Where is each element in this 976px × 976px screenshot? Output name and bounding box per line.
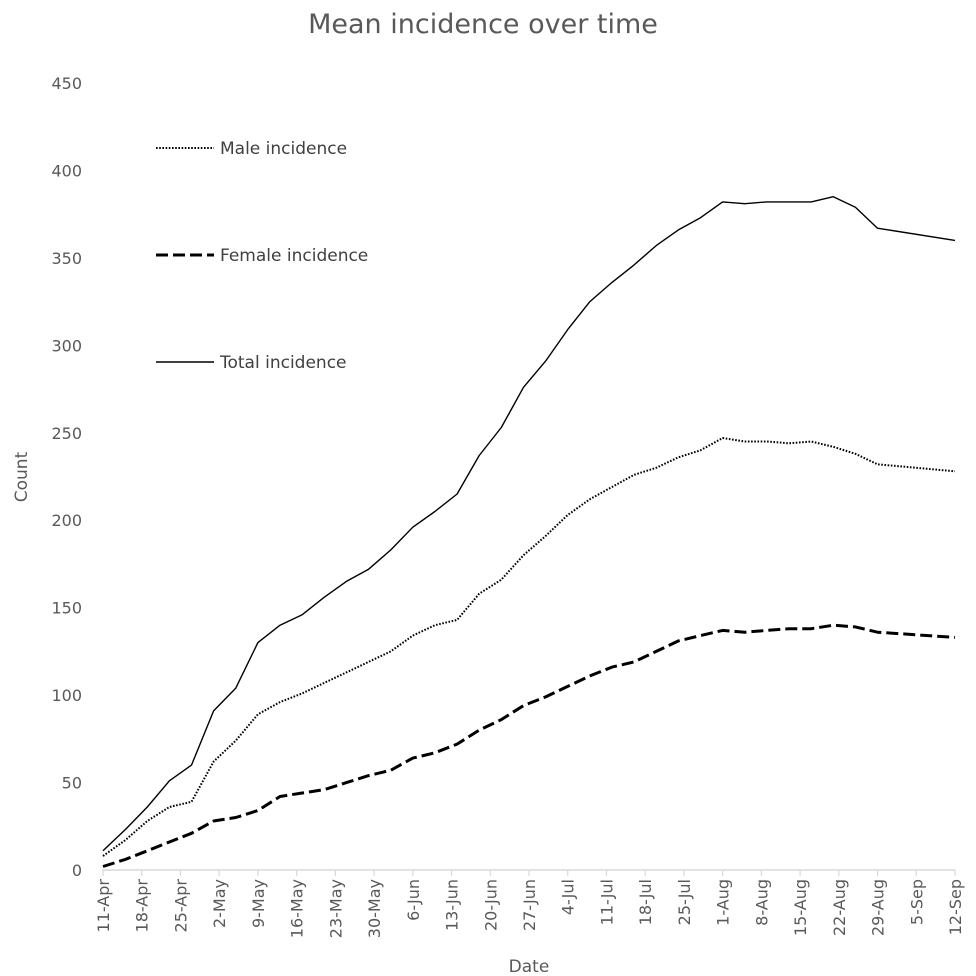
x-tick-label: 15-Aug — [791, 879, 810, 936]
x-tick-label: 18-Apr — [133, 879, 152, 933]
x-axis: 11-Apr 18-Apr 25-Apr 2-May 9-May 16-May 23-May… — [94, 869, 965, 938]
x-tick-label: 27-Jun — [520, 879, 539, 931]
chart-title: Mean incidence over time — [308, 9, 658, 40]
y-axis: 0 50 100 150 200 250 300 350 400 450 — [51, 74, 82, 880]
x-tick-label: 2-May — [210, 879, 229, 928]
series-line-dotted — [102, 437, 956, 857]
y-tick-label: 100 — [51, 686, 82, 705]
legend-label: Total incidence — [219, 353, 347, 373]
y-tick-label: 300 — [51, 336, 82, 355]
x-tick-label: 9-May — [249, 879, 268, 928]
x-tick-label: 12-Sep — [946, 879, 965, 935]
y-tick-label: 350 — [51, 249, 82, 268]
x-tick-label: 11-Jul — [597, 879, 616, 925]
x-tick-label: 16-May — [288, 879, 307, 938]
x-tick-label: 11-Apr — [94, 879, 113, 933]
x-tick-label: 4-Jul — [559, 879, 578, 915]
series-line-dashed — [102, 623, 956, 868]
y-tick-label: 0 — [72, 861, 82, 880]
y-tick-label: 250 — [51, 424, 82, 443]
x-tick-label: 18-Jul — [636, 879, 655, 925]
y-tick-label: 400 — [51, 161, 82, 180]
legend-label: Male incidence — [220, 139, 347, 159]
x-tick-label: 25-Jul — [675, 879, 694, 925]
x-tick-label: 25-Apr — [171, 879, 190, 933]
x-tick-label: 29-Aug — [869, 879, 888, 936]
series-line-solid — [102, 195, 956, 852]
x-tick-label: 8-Aug — [752, 879, 771, 926]
x-tick-label: 5-Sep — [907, 879, 926, 925]
y-tick-label: 450 — [51, 74, 82, 93]
y-tick-label: 200 — [51, 511, 82, 530]
x-tick-label: 22-Aug — [830, 879, 849, 936]
legend: Male incidence Female incidence Total inci… — [156, 139, 368, 373]
y-axis-title: Count — [12, 451, 32, 502]
x-axis-title: Date — [509, 957, 550, 976]
plot-area — [102, 195, 956, 868]
x-tick-label: 13-Jun — [443, 879, 462, 931]
legend-label: Female incidence — [220, 246, 368, 266]
y-tick-label: 150 — [51, 599, 82, 618]
x-tick-label: 30-May — [365, 879, 384, 938]
x-tick-label: 23-May — [326, 879, 345, 938]
x-tick-label: 6-Jun — [404, 879, 423, 921]
x-tick-label: 20-Jun — [481, 879, 500, 931]
x-tick-label: 1-Aug — [714, 879, 733, 926]
y-tick-label: 50 — [62, 774, 82, 793]
